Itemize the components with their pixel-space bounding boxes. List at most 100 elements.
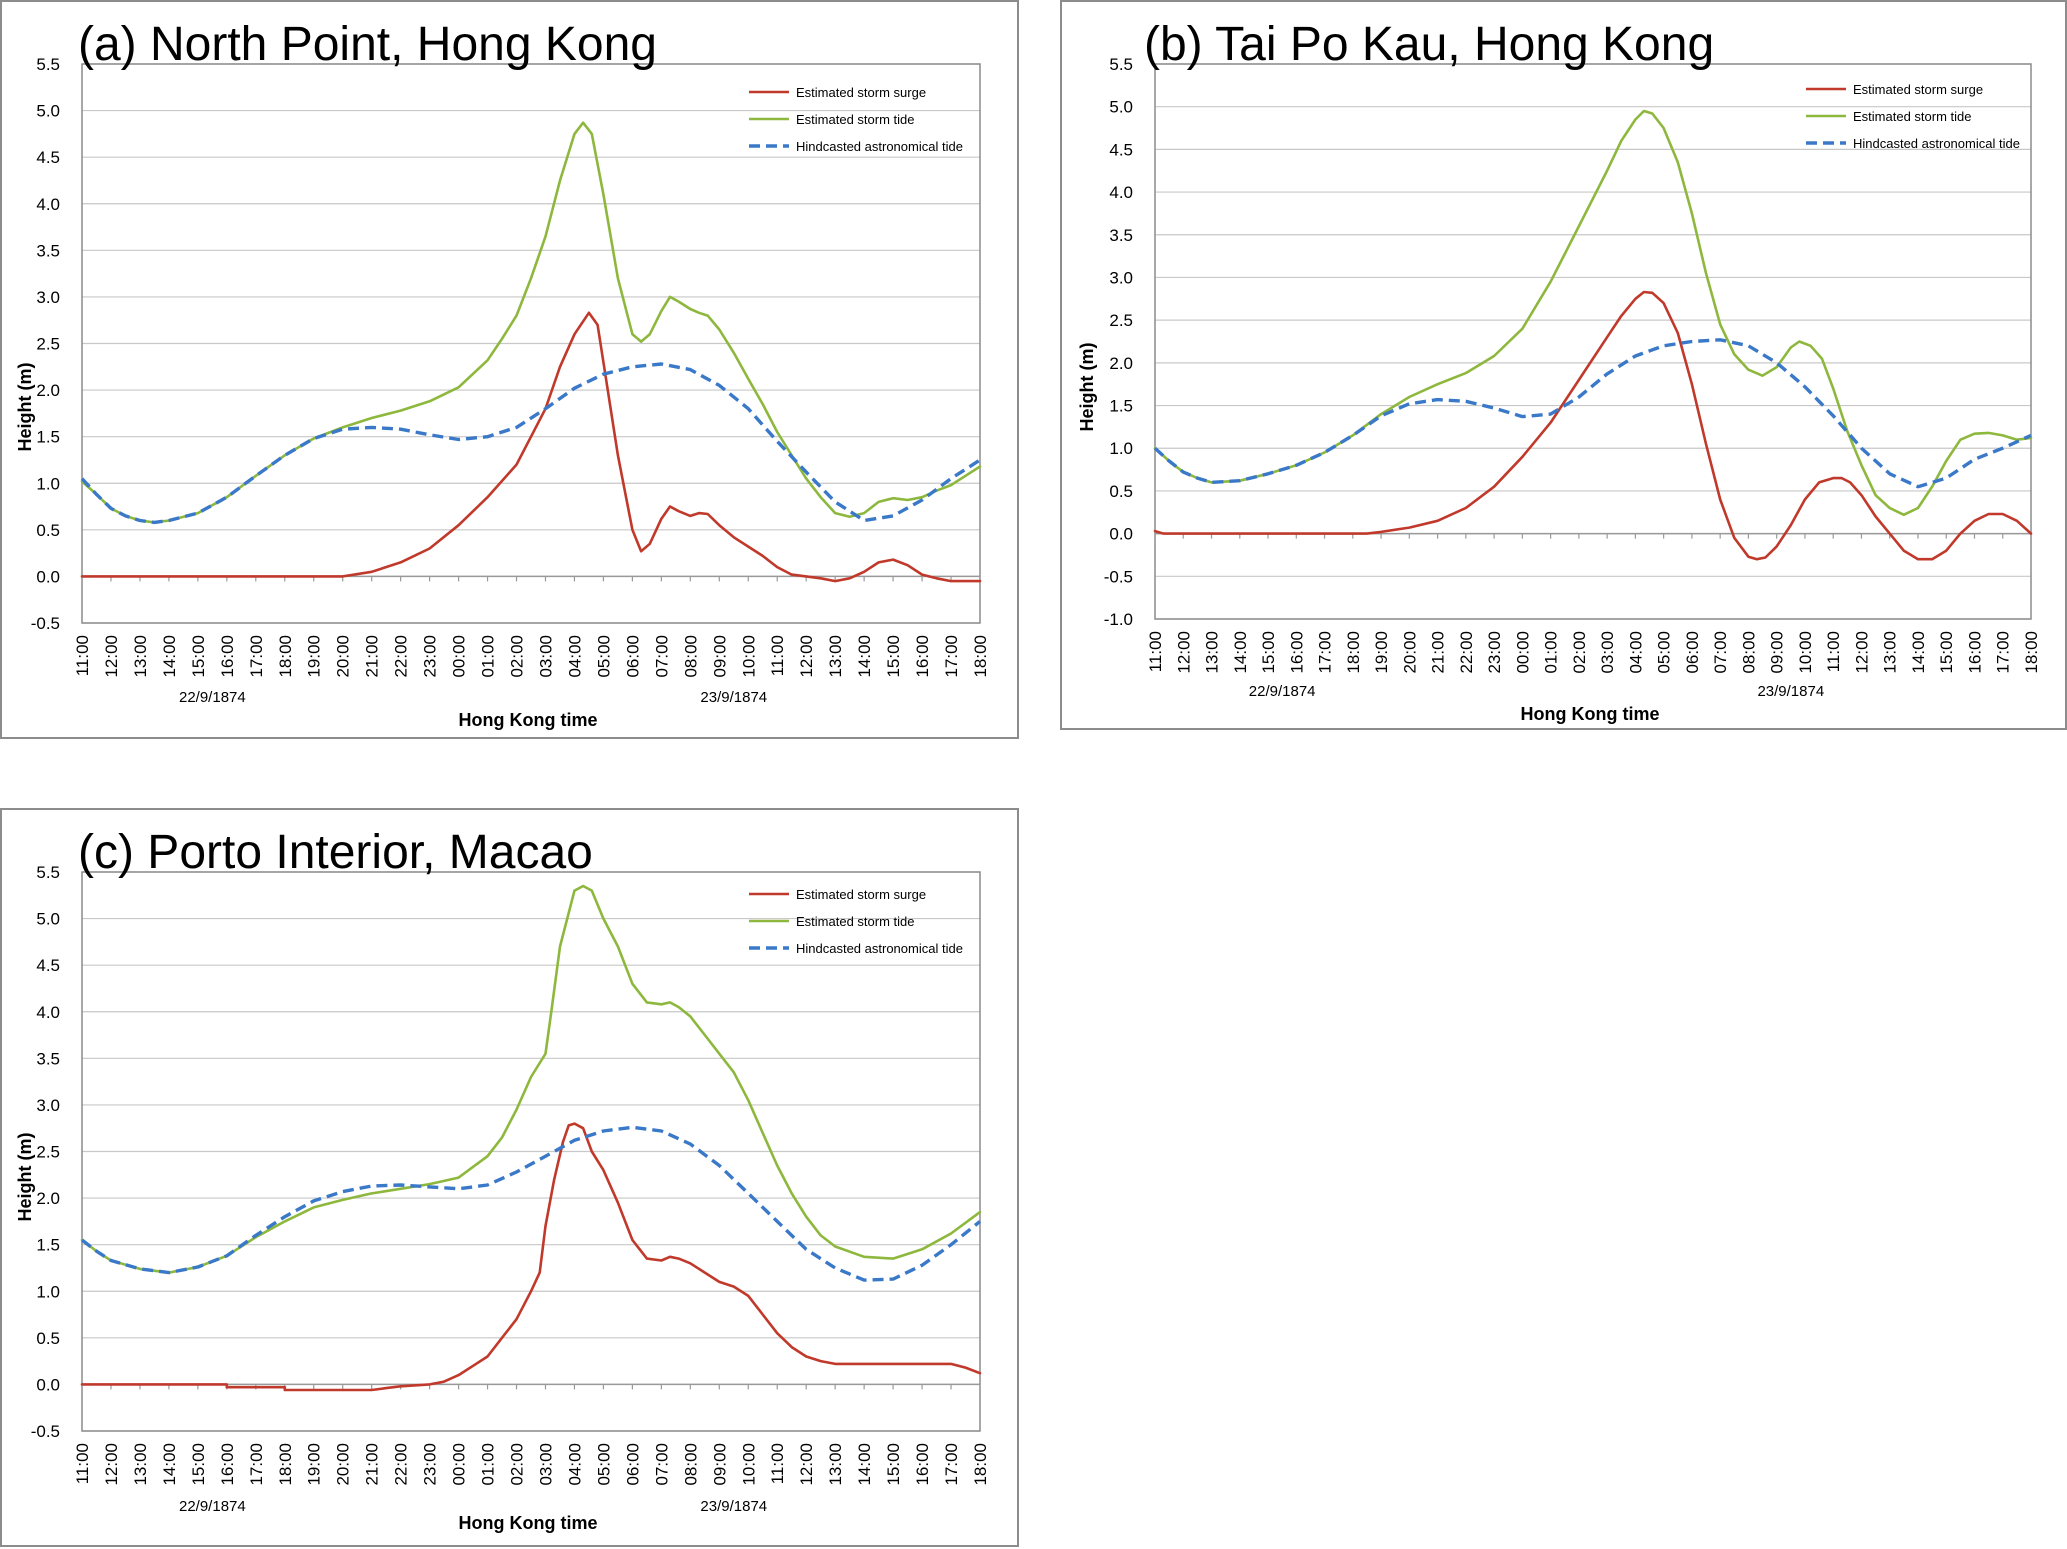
x-tick-label: 13:00 (826, 635, 845, 678)
x-tick-label: 16:00 (1287, 631, 1306, 674)
x-tick-label: 13:00 (131, 635, 150, 678)
x-tick-label: 06:00 (623, 1443, 642, 1486)
x-tick-label: 00:00 (450, 635, 469, 678)
x-tick-label: 09:00 (1768, 631, 1787, 674)
x-tick-label: 11:00 (73, 1443, 92, 1484)
x-tick-label: 02:00 (508, 1443, 527, 1486)
x-tick-label: 21:00 (1429, 631, 1448, 674)
x-tick-label: 22:00 (1457, 631, 1476, 674)
date-label: 22/9/1874 (179, 689, 246, 706)
y-tick-label: 1.5 (1109, 397, 1133, 416)
y-tick-label: 1.0 (36, 1282, 60, 1301)
x-tick-label: 02:00 (508, 635, 527, 678)
series-line-surge (80, 1122, 982, 1392)
x-tick-label: 12:00 (102, 635, 121, 678)
x-axis-label: Hong Kong time (459, 710, 598, 730)
y-tick-label: 2.5 (1109, 311, 1133, 330)
x-tick-label: 15:00 (189, 1443, 208, 1486)
y-tick-label: -0.5 (1104, 567, 1133, 586)
y-axis-label: Height (m) (1077, 343, 1097, 432)
date-label: 23/9/1874 (1757, 683, 1824, 700)
x-tick-label: 18:00 (2022, 631, 2041, 674)
x-tick-label: 15:00 (884, 1443, 903, 1486)
chart-title: (b) Tai Po Kau, Hong Kong (1144, 18, 1714, 71)
x-tick-label: 05:00 (594, 635, 613, 678)
x-tick-label: 18:00 (971, 1443, 990, 1486)
x-tick-label: 18:00 (1344, 631, 1363, 674)
plot-area-frame (81, 871, 981, 1432)
y-tick-label: -0.5 (31, 614, 60, 633)
chart-title: (c) Porto Interior, Macao (78, 826, 593, 879)
x-tick-label: 23:00 (421, 635, 440, 678)
series-line-tide (80, 884, 982, 1274)
y-tick-label: 5.5 (36, 55, 60, 74)
x-tick-label: 14:00 (160, 635, 179, 678)
x-tick-label: 09:00 (710, 1443, 729, 1486)
x-tick-label: 14:00 (1909, 631, 1928, 674)
x-tick-label: 11:00 (1824, 631, 1843, 672)
y-tick-label: 5.0 (1109, 98, 1133, 117)
x-tick-label: 04:00 (565, 635, 584, 678)
chart-panel-c: 5.5 5.0 4.5 4.0 3.5 3.0 2.5 2.0 1.5 1.0 0.5 0.0 -0.5… (0, 808, 1019, 1547)
y-tick-label: 5.0 (36, 102, 60, 121)
x-tick-label: 17:00 (1316, 631, 1335, 674)
series-line-surge (80, 311, 982, 583)
y-tick-label: -1.0 (1104, 610, 1133, 629)
chart-c-svg: 5.5 5.0 4.5 4.0 3.5 3.0 2.5 2.0 1.5 1.0 0.5 0.0 -0.5… (15, 826, 990, 1533)
y-tick-label: 1.0 (1109, 439, 1133, 458)
series-line-surge (1153, 290, 2033, 561)
x-tick-label: 06:00 (1683, 631, 1702, 674)
x-tick-label: 03:00 (536, 1443, 555, 1486)
series-line-astro (1153, 338, 2032, 489)
x-tick-label: 15:00 (1937, 631, 1956, 674)
x-tick-label: 07:00 (1711, 631, 1730, 674)
x-tick-label: 21:00 (363, 635, 382, 678)
x-tick-label: 05:00 (1655, 631, 1674, 674)
x-tick-label: 03:00 (1598, 631, 1617, 674)
y-tick-label: 3.5 (36, 1049, 60, 1068)
y-tick-label: 5.5 (36, 863, 60, 882)
x-tick-label: 06:00 (623, 635, 642, 678)
x-tick-label: 17:00 (942, 635, 961, 678)
y-tick-label: 2.0 (36, 1189, 60, 1208)
legend-label: Estimated storm tide (796, 112, 915, 127)
y-tick-label: 5.5 (1109, 55, 1133, 74)
y-tick-label: 4.5 (36, 956, 60, 975)
legend-label: Hindcasted astronomical tide (796, 941, 963, 956)
y-tick-label: 0.5 (36, 1329, 60, 1348)
x-tick-label: 07:00 (652, 1443, 671, 1486)
y-tick-label: 4.0 (36, 195, 60, 214)
x-tick-label: 01:00 (1542, 631, 1561, 674)
legend-label: Hindcasted astronomical tide (796, 139, 963, 154)
x-tick-label: 19:00 (305, 635, 324, 678)
x-tick-label: 12:00 (1174, 631, 1193, 674)
x-tick-label: 16:00 (218, 1443, 237, 1486)
y-tick-label: -0.5 (31, 1422, 60, 1441)
x-tick-label: 08:00 (681, 1443, 700, 1486)
x-tick-label: 16:00 (1965, 631, 1984, 674)
x-tick-label: 17:00 (247, 635, 266, 678)
y-tick-label: 3.0 (36, 1096, 60, 1115)
y-tick-label: 2.0 (36, 381, 60, 400)
series-line-astro (80, 362, 981, 525)
x-axis-label: Hong Kong time (459, 1513, 598, 1533)
x-tick-label: 18:00 (276, 635, 295, 678)
x-tick-label: 13:00 (1203, 631, 1222, 674)
x-tick-label: 15:00 (1259, 631, 1278, 674)
x-tick-label: 08:00 (1739, 631, 1758, 674)
x-tick-label: 08:00 (681, 635, 700, 678)
x-tick-label: 10:00 (1796, 631, 1815, 674)
series-line-tide (1153, 109, 2033, 517)
x-tick-label: 23:00 (421, 1443, 440, 1486)
y-axis-label: Height (m) (15, 363, 35, 452)
chart-b-svg: 5.5 5.0 4.5 4.0 3.5 3.0 2.5 2.0 1.5 1.0 0.5 0.0 -0.5… (1077, 18, 2041, 724)
x-tick-label: 23:00 (1485, 631, 1504, 674)
y-tick-label: 0.5 (36, 521, 60, 540)
y-tick-label: 0.0 (36, 567, 60, 586)
x-tick-label: 14:00 (855, 1443, 874, 1486)
x-tick-label: 04:00 (1626, 631, 1645, 674)
x-tick-label: 20:00 (334, 1443, 353, 1486)
x-tick-label: 22:00 (392, 635, 411, 678)
x-tick-label: 21:00 (363, 1443, 382, 1486)
y-axis-label: Height (m) (15, 1133, 35, 1222)
